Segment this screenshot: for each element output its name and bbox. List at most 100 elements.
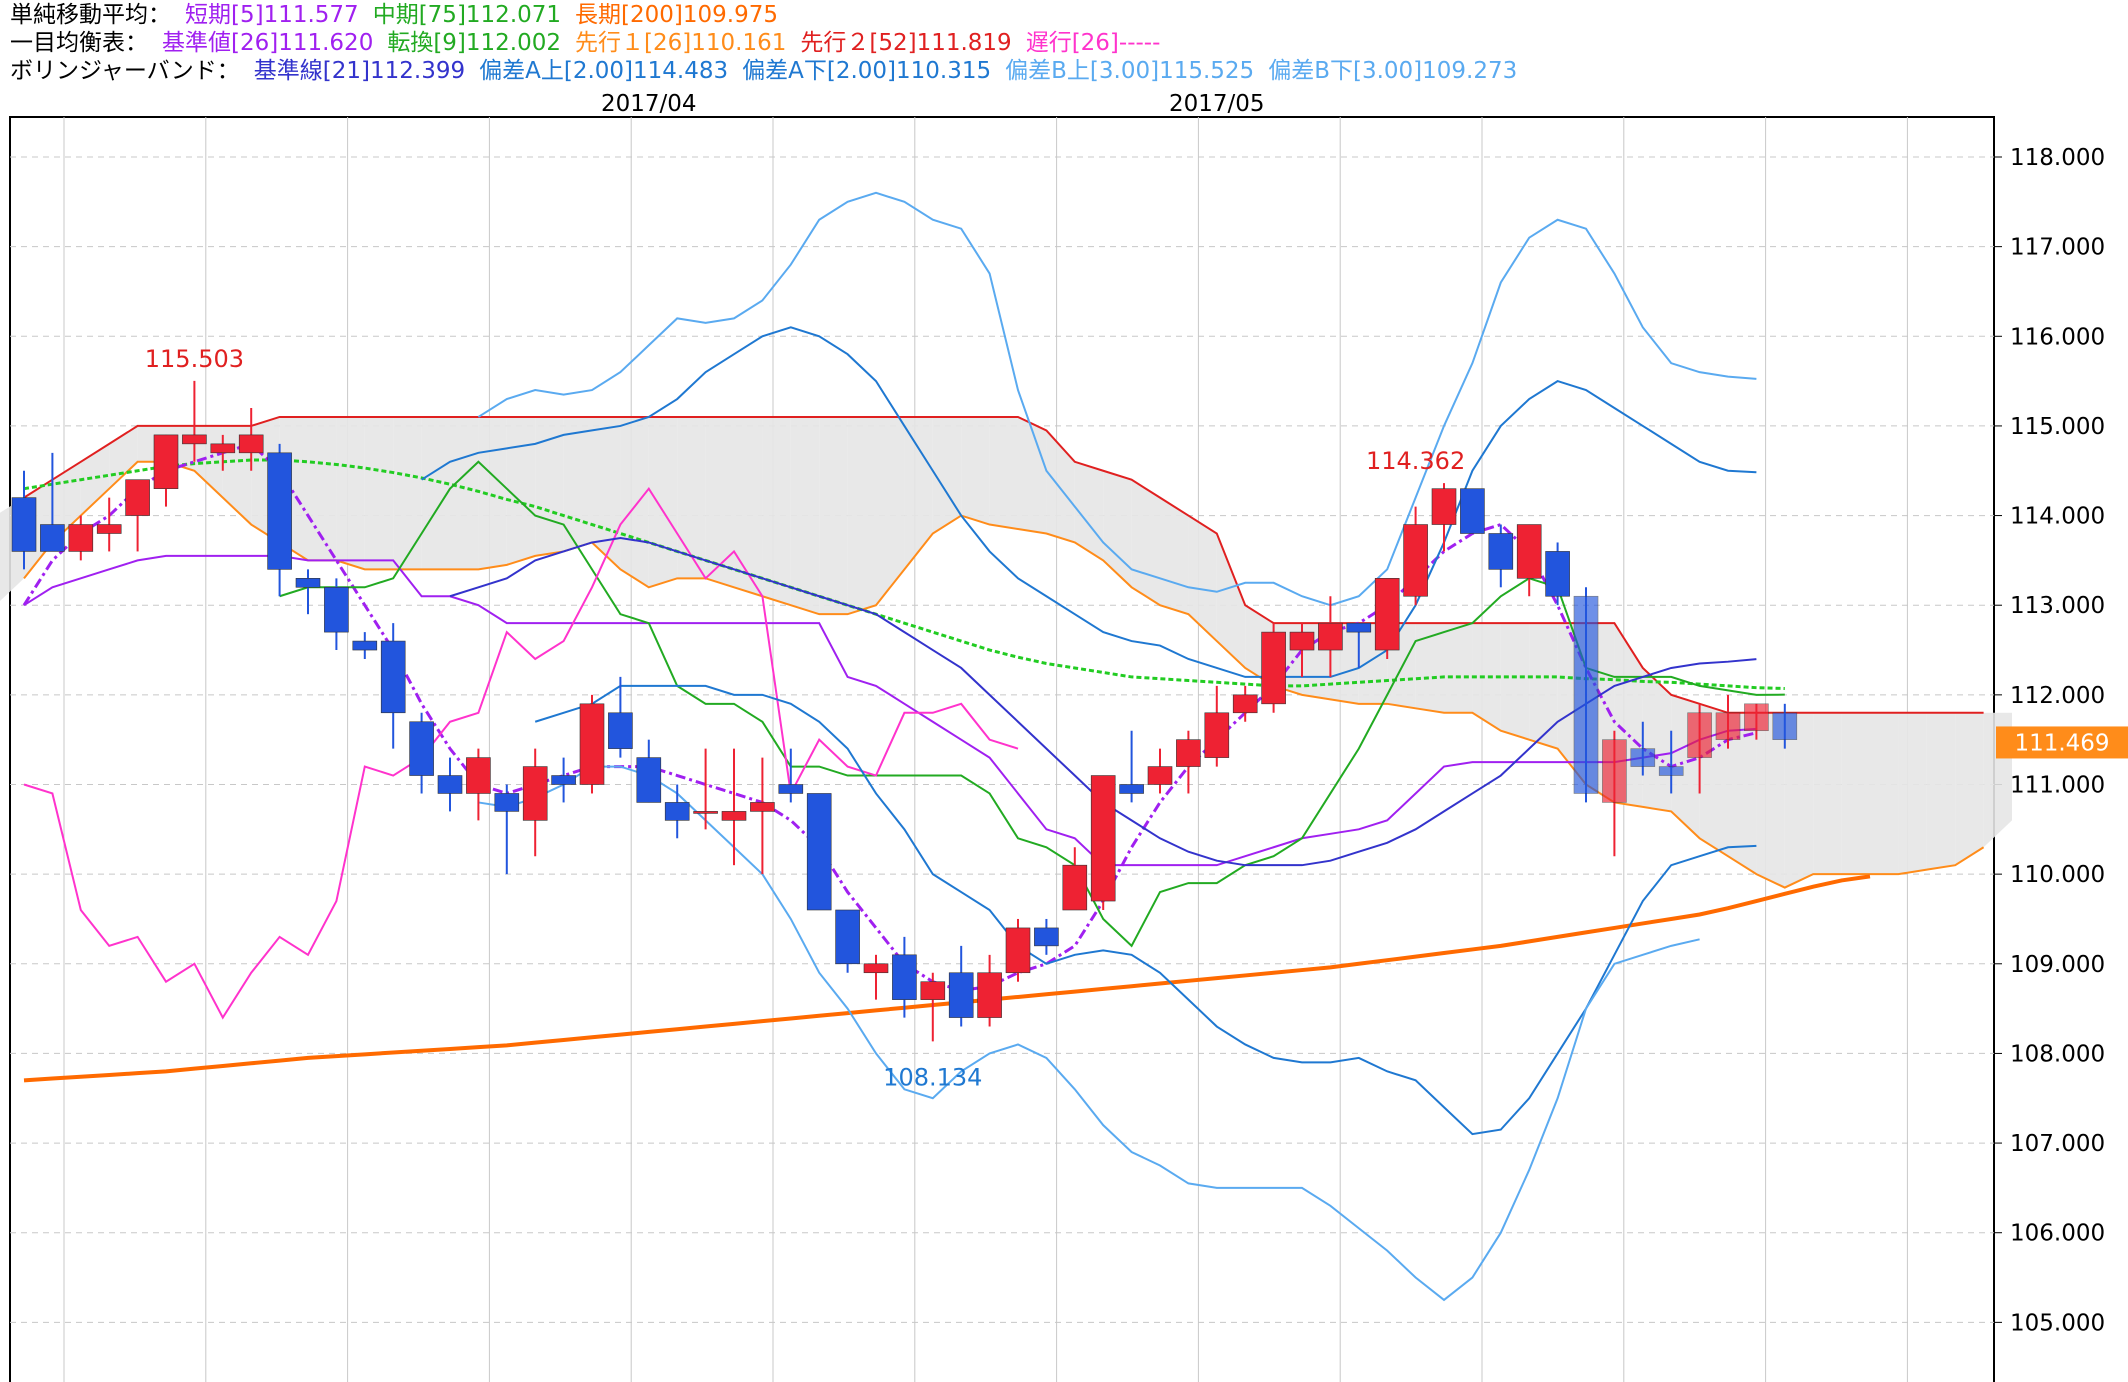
candle-body	[920, 981, 946, 1000]
series-bb_b_up	[477, 191, 1757, 607]
ichimoku-cloud-segment	[961, 416, 990, 525]
date-strip	[0, 88, 2128, 115]
ichimoku-cloud-segment	[876, 416, 905, 606]
ichimoku-cloud-segment	[648, 416, 678, 588]
ichimoku-cloud-segment	[1898, 712, 1927, 875]
current-price-tag	[1996, 726, 2128, 759]
y-tick-label: 108.000	[2010, 1041, 2105, 1067]
legend-ichimoku: 一目均衡表： 基準値[26]111.620 転換[9]112.002 先行１[26]1…	[10, 30, 1174, 56]
candle-body	[1488, 533, 1514, 570]
legend-sma-label: 単純移動平均：	[10, 2, 171, 28]
candle-body	[1119, 784, 1144, 794]
candle-body	[409, 721, 434, 776]
candle-body	[1204, 712, 1230, 758]
ichimoku-cloud-segment	[762, 416, 791, 606]
candle-body	[579, 703, 605, 785]
candle-body	[948, 972, 974, 1018]
candle-body	[1658, 766, 1684, 776]
ichimoku-cloud-segment	[1046, 430, 1075, 543]
candle-body	[380, 640, 406, 714]
ichimoku-cloud-segment	[1074, 461, 1104, 561]
legend-ichimoku-conv: 転換[9]112.002	[387, 30, 562, 56]
y-tick-label: 115.000	[2010, 414, 2105, 440]
series-ichimoku_lag	[23, 486, 1019, 1020]
candle-body	[1062, 864, 1088, 911]
ichimoku-cloud-segment	[677, 416, 706, 579]
ichimoku-cloud-segment	[989, 416, 1018, 530]
candle-body	[608, 712, 633, 749]
series-ichimoku_conv	[279, 460, 1785, 948]
ichimoku-cloud-segment	[336, 416, 365, 570]
candle-body	[1147, 766, 1173, 785]
candle-body	[210, 443, 236, 454]
ichimoku-cloud-segment	[1955, 712, 1984, 866]
candle-body	[1005, 927, 1031, 974]
ichimoku-cloud-segment	[1472, 623, 1501, 731]
candle-body	[1289, 631, 1315, 651]
candle-body	[636, 757, 662, 803]
y-tick-label: 114.000	[2010, 504, 2105, 530]
ichimoku-cloud-segment	[1216, 533, 1246, 668]
candle-body	[863, 963, 889, 974]
ichimoku-cloud-segment	[1131, 479, 1160, 606]
candle-body	[1261, 631, 1286, 705]
candle-body	[664, 802, 690, 821]
series-bb_a_dn	[534, 684, 1757, 1136]
ichimoku-cloud-segment	[1870, 712, 1899, 875]
y-tick-label: 109.000	[2010, 952, 2105, 978]
legend-bollinger-label: ボリンジャーバンド：	[10, 58, 240, 84]
ichimoku-cloud-segment	[847, 416, 876, 615]
candle-body	[238, 434, 264, 454]
candle-body	[352, 640, 378, 651]
ichimoku-cloud-segment	[592, 416, 621, 570]
legend-bb-b-dn: 偏差B下[3.00]109.273	[1268, 58, 1518, 84]
candle-body	[494, 793, 520, 812]
ichimoku-cloud-segment	[620, 416, 649, 588]
candle-body	[892, 954, 917, 1000]
legend-ichimoku-base: 基準値[26]111.620	[162, 30, 374, 56]
candle-body	[153, 434, 179, 489]
candle-body	[806, 793, 832, 911]
legend-bb-b-up: 偏差B上[3.00]115.525	[1005, 58, 1255, 84]
candle-body	[835, 909, 860, 965]
candle-body	[750, 802, 775, 812]
ichimoku-cloud-segment	[393, 416, 422, 570]
candle-body	[693, 811, 718, 814]
candle-body	[40, 524, 65, 552]
series-sma_short	[22, 442, 1757, 993]
ichimoku-cloud-segment	[450, 416, 479, 570]
ichimoku-cloud-segment	[705, 416, 734, 588]
legend-bb-a-up: 偏差A上[2.00]114.483	[479, 58, 729, 84]
legend-ichimoku-lead1: 先行１[26]110.161	[575, 30, 787, 56]
legend-ichimoku-label: 一目均衡表：	[10, 30, 148, 56]
series-bb_a_up	[421, 326, 1757, 678]
candle-body	[1403, 524, 1428, 597]
price-annotation: 108.134	[883, 1063, 982, 1091]
ichimoku-cloud-segment	[1756, 712, 1785, 888]
candle-body	[551, 775, 576, 785]
candle-body	[295, 578, 321, 588]
candle-body	[1744, 703, 1769, 732]
y-tick-label: 107.000	[2010, 1131, 2105, 1157]
y-tick-label: 111.000	[2010, 773, 2105, 799]
y-tick-label: 113.000	[2010, 593, 2105, 619]
candle-body	[182, 434, 207, 445]
ichimoku-cloud-segment	[535, 416, 564, 556]
y-tick-label: 110.000	[2010, 862, 2105, 888]
legend-sma-long: 長期[200]109.975	[575, 2, 778, 28]
ichimoku-cloud-segment	[1784, 712, 1814, 888]
ichimoku-cloud-segment	[308, 416, 337, 561]
series-sma_long	[23, 874, 1871, 1083]
ichimoku-cloud-segment	[734, 416, 763, 597]
candle-body	[1346, 622, 1372, 633]
candle-body	[68, 524, 94, 552]
y-tick-label: 105.000	[2010, 1310, 2105, 1336]
candle-body	[1431, 488, 1457, 525]
ichimoku-cloud-segment	[1926, 712, 1956, 870]
x-tick-label: 2017/04	[601, 91, 697, 117]
candle-body	[11, 497, 37, 552]
candle-body	[522, 766, 548, 821]
candle-body	[1687, 712, 1712, 758]
candle-body	[1090, 775, 1116, 902]
